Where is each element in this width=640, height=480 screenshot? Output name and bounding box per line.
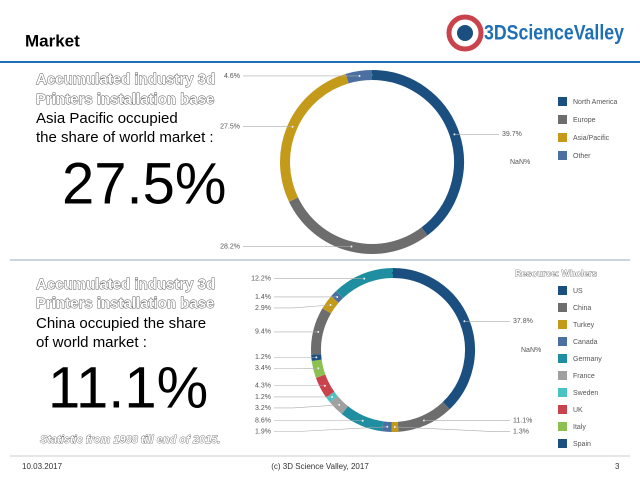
panel-line: Accumulated industry 3d bbox=[36, 71, 215, 88]
value-label: 4.6% bbox=[224, 73, 240, 80]
panel-line: Printers installation base bbox=[36, 91, 214, 108]
panel-line: Accumulated industry 3d bbox=[36, 276, 215, 293]
legend-swatch bbox=[558, 439, 567, 448]
value-label: 1.3% bbox=[513, 428, 529, 435]
value-label: 1.2% bbox=[255, 354, 271, 361]
value-label: 9.4% bbox=[255, 329, 271, 336]
legend-swatch bbox=[558, 405, 567, 414]
donut-slice bbox=[392, 268, 475, 410]
value-label: 39.7% bbox=[502, 131, 522, 138]
slice-dot bbox=[393, 425, 396, 428]
value-label: NaN% bbox=[521, 347, 541, 354]
leader-line bbox=[274, 404, 340, 409]
value-label: 1.4% bbox=[255, 294, 271, 301]
footer-page: 3 bbox=[615, 462, 620, 471]
donut-slice bbox=[397, 401, 450, 432]
legend-label: Turkey bbox=[573, 322, 595, 329]
footer-credit: (c) 3D Science Valley, 2017 bbox=[271, 462, 369, 471]
legend-label: Canada bbox=[573, 339, 598, 346]
legend-swatch bbox=[558, 151, 567, 160]
legend-title: Resource: Wholers bbox=[515, 268, 597, 278]
legend-label: Other bbox=[573, 153, 591, 160]
value-label: 4.3% bbox=[255, 383, 271, 390]
value-label: 1.2% bbox=[255, 394, 271, 401]
highlight-value: 27.5% bbox=[62, 151, 226, 216]
legend-label: UK bbox=[573, 407, 583, 414]
legend-swatch bbox=[558, 97, 567, 106]
donut-slice bbox=[289, 197, 428, 254]
legend-swatch bbox=[558, 115, 567, 124]
donut-slice bbox=[280, 73, 349, 202]
legend-label: France bbox=[573, 373, 595, 380]
value-label: NaN% bbox=[510, 159, 530, 166]
panel-line: Printers installation base bbox=[36, 295, 214, 312]
panel-line: of world market : bbox=[36, 334, 147, 351]
value-label: 2.9% bbox=[255, 305, 271, 312]
logo-icon-core bbox=[457, 25, 473, 41]
value-label: 28.2% bbox=[220, 243, 240, 250]
panel-line: China occupied the share bbox=[36, 315, 206, 332]
legend-label: US bbox=[573, 288, 583, 295]
value-label: 3.2% bbox=[255, 405, 271, 412]
value-label: 27.5% bbox=[220, 124, 240, 131]
slide-title: Market bbox=[25, 31, 80, 50]
donut-slice bbox=[341, 406, 384, 432]
panel-line: Asia Pacific occupied bbox=[36, 110, 178, 127]
legend-label: Asia/Pacific bbox=[573, 135, 610, 142]
legend-label: China bbox=[573, 305, 591, 312]
legend-label: North America bbox=[573, 99, 617, 106]
panel-line: the share of world market : bbox=[36, 129, 214, 146]
note: Statistic from 1988 till end of 2015. bbox=[40, 434, 220, 446]
legend-swatch bbox=[558, 422, 567, 431]
legend-swatch bbox=[558, 286, 567, 295]
logo-text: 3DScienceValley bbox=[484, 22, 624, 45]
value-label: 37.8% bbox=[513, 318, 533, 325]
highlight-value: 11.1% bbox=[48, 355, 208, 420]
legend-swatch bbox=[558, 303, 567, 312]
value-label: 3.4% bbox=[255, 365, 271, 372]
logo-icon bbox=[446, 14, 484, 52]
legend-swatch bbox=[558, 337, 567, 346]
value-label: 12.2% bbox=[251, 275, 271, 282]
leader-line bbox=[274, 426, 388, 433]
donut-slice bbox=[371, 70, 464, 236]
legend-swatch bbox=[558, 133, 567, 142]
legend-swatch bbox=[558, 320, 567, 329]
leader-line bbox=[394, 426, 510, 432]
value-label: 11.1% bbox=[513, 417, 532, 424]
null-marker bbox=[371, 74, 373, 76]
slice-dot bbox=[338, 403, 341, 406]
legend-label: Spain bbox=[573, 441, 591, 448]
legend-label: Germany bbox=[573, 356, 602, 363]
footer-date: 10.03.2017 bbox=[22, 462, 63, 471]
null-marker bbox=[392, 272, 394, 274]
legend-label: Europe bbox=[573, 117, 596, 124]
legend-label: Sweden bbox=[573, 390, 598, 397]
leader-line bbox=[274, 304, 331, 309]
value-label: 8.6% bbox=[255, 418, 271, 425]
legend-label: Italy bbox=[573, 424, 586, 431]
donut-slice bbox=[336, 268, 394, 299]
legend-swatch bbox=[558, 354, 567, 363]
legend-swatch bbox=[558, 388, 567, 397]
legend-swatch bbox=[558, 371, 567, 380]
value-label: 1.9% bbox=[255, 429, 271, 436]
